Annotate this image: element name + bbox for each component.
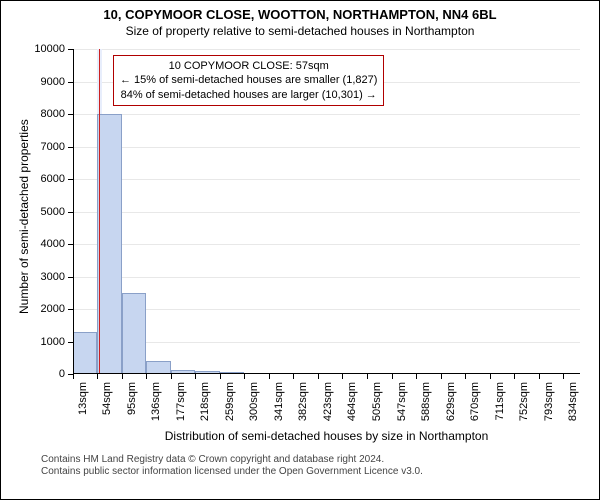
xtick-label: 423sqm (322, 382, 334, 422)
ytick-mark (68, 179, 73, 180)
ytick-label: 4000 (25, 238, 65, 250)
chart-container: 10, COPYMOOR CLOSE, WOOTTON, NORTHAMPTON… (0, 0, 600, 500)
ytick-mark (68, 49, 73, 50)
xtick-mark (97, 374, 98, 379)
xtick-mark (367, 374, 368, 379)
footer-line-2: Contains public sector information licen… (41, 466, 423, 478)
xtick-mark (416, 374, 417, 379)
xtick-mark (514, 374, 515, 379)
xtick-label: 136sqm (150, 382, 162, 422)
xtick-mark (73, 374, 74, 379)
chart-title-sub: Size of property relative to semi-detach… (1, 22, 599, 38)
xtick-label: 547sqm (396, 382, 408, 422)
ytick-mark (68, 147, 73, 148)
ytick-mark (68, 342, 73, 343)
xtick-label: 218sqm (199, 382, 211, 422)
xtick-mark (171, 374, 172, 379)
footer-line-1: Contains HM Land Registry data © Crown c… (41, 454, 423, 466)
xtick-label: 341sqm (273, 382, 285, 422)
xtick-label: 95sqm (126, 382, 138, 422)
xtick-label: 670sqm (469, 382, 481, 422)
xtick-mark (392, 374, 393, 379)
x-axis-label: Distribution of semi-detached houses by … (73, 429, 580, 443)
xtick-mark (465, 374, 466, 379)
xtick-mark (318, 374, 319, 379)
xtick-mark (269, 374, 270, 379)
xtick-mark (563, 374, 564, 379)
xtick-label: 177sqm (175, 382, 187, 422)
xtick-mark (244, 374, 245, 379)
ytick-mark (68, 309, 73, 310)
xtick-label: 382sqm (297, 382, 309, 422)
xtick-mark (195, 374, 196, 379)
xtick-label: 13sqm (77, 382, 89, 422)
xtick-mark (293, 374, 294, 379)
xtick-label: 54sqm (101, 382, 113, 422)
ytick-label: 2000 (25, 303, 65, 315)
xtick-mark (122, 374, 123, 379)
ytick-label: 1000 (25, 336, 65, 348)
xtick-mark (441, 374, 442, 379)
ytick-label: 6000 (25, 173, 65, 185)
ytick-label: 7000 (25, 141, 65, 153)
annotation-line-1: 10 COPYMOOR CLOSE: 57sqm (120, 59, 377, 73)
xtick-label: 834sqm (567, 382, 579, 422)
ytick-mark (68, 114, 73, 115)
ytick-mark (68, 277, 73, 278)
ytick-mark (68, 212, 73, 213)
xtick-label: 464sqm (346, 382, 358, 422)
footer-attribution: Contains HM Land Registry data © Crown c… (41, 454, 423, 478)
xtick-label: 588sqm (420, 382, 432, 422)
chart-title-main: 10, COPYMOOR CLOSE, WOOTTON, NORTHAMPTON… (1, 1, 599, 22)
xtick-mark (342, 374, 343, 379)
xtick-mark (220, 374, 221, 379)
annotation-line-2: ← 15% of semi-detached houses are smalle… (120, 73, 377, 87)
ytick-label: 5000 (25, 206, 65, 218)
ytick-mark (68, 244, 73, 245)
xtick-label: 629sqm (445, 382, 457, 422)
xtick-label: 505sqm (371, 382, 383, 422)
xtick-mark (490, 374, 491, 379)
ytick-label: 8000 (25, 108, 65, 120)
xtick-label: 752sqm (518, 382, 530, 422)
ytick-label: 3000 (25, 271, 65, 283)
ytick-label: 9000 (25, 76, 65, 88)
ytick-label: 10000 (25, 43, 65, 55)
xtick-label: 300sqm (248, 382, 260, 422)
xtick-mark (539, 374, 540, 379)
ytick-label: 0 (25, 368, 65, 380)
ytick-mark (68, 82, 73, 83)
annotation-box: 10 COPYMOOR CLOSE: 57sqm ← 15% of semi-d… (113, 55, 384, 106)
xtick-mark (146, 374, 147, 379)
xtick-label: 793sqm (543, 382, 555, 422)
annotation-line-3: 84% of semi-detached houses are larger (… (120, 88, 377, 102)
xtick-label: 711sqm (494, 382, 506, 422)
xtick-label: 259sqm (224, 382, 236, 422)
